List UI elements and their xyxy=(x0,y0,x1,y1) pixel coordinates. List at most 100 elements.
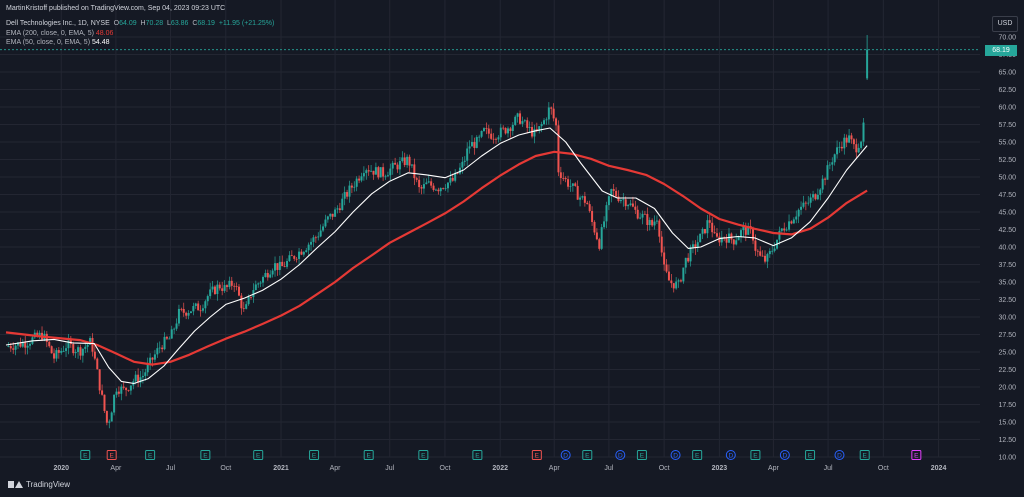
candle-body xyxy=(372,170,375,175)
earnings-marker[interactable] xyxy=(805,450,816,460)
dividend-marker[interactable] xyxy=(560,450,571,460)
earnings-marker[interactable] xyxy=(911,450,922,460)
candle-body xyxy=(833,154,836,163)
earnings-marker[interactable] xyxy=(200,450,211,460)
candle-body xyxy=(427,181,430,183)
earnings-marker[interactable] xyxy=(692,450,703,460)
dividend-marker[interactable] xyxy=(779,450,790,460)
dividend-marker[interactable] xyxy=(834,450,845,460)
ema50-value: 54.48 xyxy=(91,39,110,46)
candle-body xyxy=(816,194,819,200)
earnings-marker[interactable] xyxy=(418,450,429,460)
event-marker-label: E xyxy=(863,453,868,460)
earnings-marker[interactable] xyxy=(145,450,156,460)
candle-body xyxy=(434,189,437,191)
candle-body xyxy=(773,248,776,251)
candle-body xyxy=(206,296,209,302)
ema200-legend[interactable]: EMA (200, close, 0, EMA, 5) 48.06 xyxy=(6,30,113,37)
event-marker-label: E xyxy=(808,453,813,460)
candle-body xyxy=(228,280,231,288)
y-tick-label: 32.50 xyxy=(998,297,1016,304)
candle-body xyxy=(595,232,598,240)
dividend-marker[interactable] xyxy=(670,450,681,460)
tradingview-logo[interactable]: TradingView xyxy=(8,480,70,489)
currency-button[interactable]: USD xyxy=(992,16,1018,32)
candle-body xyxy=(701,229,704,234)
candle-body xyxy=(559,172,562,178)
y-tick-label: 42.50 xyxy=(998,227,1016,234)
candle-body xyxy=(754,240,757,251)
candle-body xyxy=(629,203,632,206)
earnings-marker[interactable] xyxy=(750,450,761,460)
earnings-marker[interactable] xyxy=(859,450,870,460)
candle-body xyxy=(374,167,377,175)
earnings-marker[interactable] xyxy=(253,450,264,460)
candle-body xyxy=(783,228,786,231)
event-marker-label: D xyxy=(728,453,733,460)
candle-body xyxy=(764,255,767,262)
candle-body xyxy=(103,394,106,411)
candle-body xyxy=(790,221,793,224)
candle-body xyxy=(564,178,567,180)
candle-body xyxy=(113,394,116,413)
earnings-marker[interactable] xyxy=(106,450,117,460)
dividend-marker[interactable] xyxy=(725,450,736,460)
candle-body xyxy=(567,179,570,187)
candle-body xyxy=(543,120,546,125)
candle-body xyxy=(185,312,188,316)
candle-body xyxy=(322,226,325,231)
earnings-marker[interactable] xyxy=(80,450,91,460)
candle-body xyxy=(451,177,454,181)
candle-body xyxy=(759,251,762,256)
candle-body xyxy=(211,286,214,290)
candle-body xyxy=(235,286,238,288)
earnings-marker[interactable] xyxy=(582,450,593,460)
candle-body xyxy=(603,221,606,228)
y-tick-label: 12.50 xyxy=(998,437,1016,444)
candle-body xyxy=(643,213,646,215)
candle-body xyxy=(386,175,389,177)
candle-body xyxy=(814,194,817,200)
earnings-marker[interactable] xyxy=(363,450,374,460)
earnings-marker[interactable] xyxy=(636,450,647,460)
y-tick-label: 45.00 xyxy=(998,210,1016,217)
candle-body xyxy=(360,176,363,181)
candle-body xyxy=(67,340,70,349)
y-tick-label: 17.50 xyxy=(998,402,1016,409)
earnings-marker[interactable] xyxy=(309,450,320,460)
tradingview-brand: TradingView xyxy=(26,480,71,489)
candle-body xyxy=(180,308,183,310)
candle-body xyxy=(310,241,313,245)
event-marker-label: E xyxy=(695,453,700,460)
candle-layer xyxy=(7,35,869,429)
candle-body xyxy=(727,233,730,243)
candle-body xyxy=(233,285,236,287)
ema50-legend[interactable]: EMA (50, close, 0, EMA, 5) 54.48 xyxy=(6,39,110,46)
y-tick-label: 52.50 xyxy=(998,157,1016,164)
candle-body xyxy=(288,255,291,262)
earnings-marker[interactable] xyxy=(531,450,542,460)
ohlc-close-label: C xyxy=(192,20,198,27)
earnings-marker[interactable] xyxy=(472,450,483,460)
candle-body xyxy=(9,346,12,349)
candle-body xyxy=(636,209,639,219)
candle-body xyxy=(408,156,411,166)
candle-body xyxy=(329,213,332,217)
x-tick-label: Apr xyxy=(110,465,122,472)
candle-body xyxy=(175,323,178,329)
candle-body xyxy=(689,247,692,262)
candle-body xyxy=(264,273,267,277)
candle-body xyxy=(523,120,526,122)
dividend-marker[interactable] xyxy=(615,450,626,460)
x-tick-label: 2022 xyxy=(492,465,508,472)
event-marker-label: E xyxy=(640,453,645,460)
y-tick-label: 35.00 xyxy=(998,280,1016,287)
candle-body xyxy=(153,354,156,360)
candle-body xyxy=(389,168,392,176)
candle-body xyxy=(182,308,185,313)
candle-body xyxy=(492,138,495,140)
candle-body xyxy=(860,141,863,148)
candle-body xyxy=(158,347,161,349)
